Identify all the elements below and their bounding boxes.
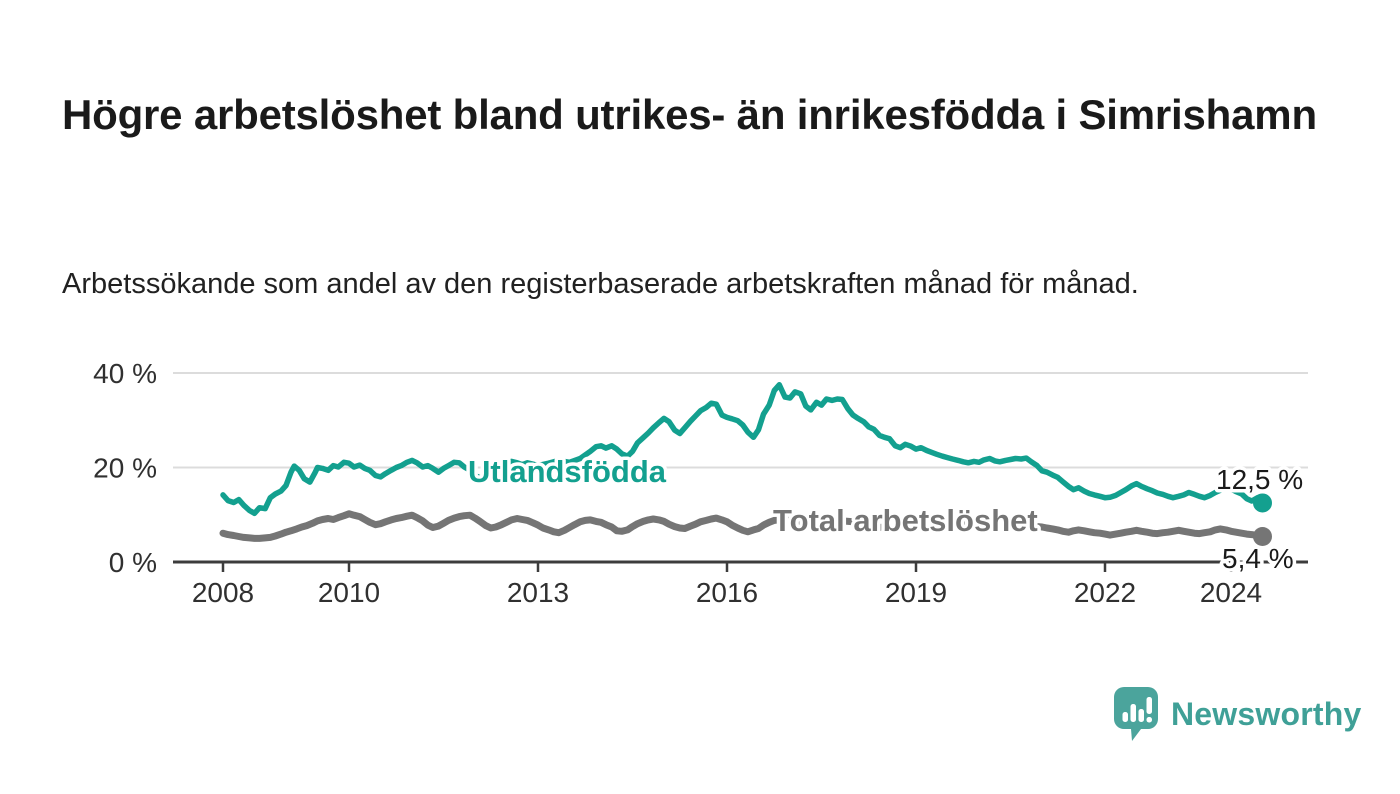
newsworthy-logo[interactable]: Newsworthy [1112, 686, 1361, 742]
series-end-dot-total-arbetsl-shet [1253, 526, 1272, 546]
x-tick-label-2013: 2013 [507, 577, 569, 608]
y-tick-label-40: 40 % [93, 358, 157, 389]
x-tick-label-2024: 2024 [1200, 577, 1262, 608]
series-label-utlandsf-dda: Utlandsfödda [468, 454, 667, 489]
logo-exclamation-dot [1146, 717, 1152, 723]
x-tick-label-2019: 2019 [885, 577, 947, 608]
newsworthy-logo-icon [1112, 686, 1159, 742]
series-line-total-arbetsl-shet [219, 510, 1266, 542]
logo-bar-1 [1122, 712, 1128, 722]
logo-bar-3 [1138, 709, 1144, 722]
x-tick-label-2016: 2016 [696, 577, 758, 608]
newsworthy-logo-text: Newsworthy [1171, 695, 1362, 732]
series-end-dot-utlandsf-dda [1253, 493, 1272, 513]
x-tick-label-2022: 2022 [1074, 577, 1136, 608]
end-value-label-utlandsf-dda: 12,5 % [1216, 464, 1303, 495]
logo-bar-2 [1130, 704, 1136, 722]
chart-subtitle: Arbetssökande som andel av den registerb… [62, 268, 1139, 300]
y-tick-label-0: 0 % [109, 547, 157, 578]
end-value-label-total-arbetsl-shet: 5,4 % [1222, 543, 1294, 574]
series-line-utlandsf-dda [220, 382, 1266, 517]
y-tick-label-20: 20 % [93, 453, 157, 484]
x-tick-label-2008: 2008 [192, 577, 254, 608]
logo-exclamation-bar [1146, 697, 1152, 714]
series-label-total-arbetsl-shet: Total arbetslöshet [773, 503, 1038, 538]
x-tick-label-2010: 2010 [318, 577, 380, 608]
page-title: Högre arbetslöshet bland utrikes- än inr… [62, 91, 1317, 139]
